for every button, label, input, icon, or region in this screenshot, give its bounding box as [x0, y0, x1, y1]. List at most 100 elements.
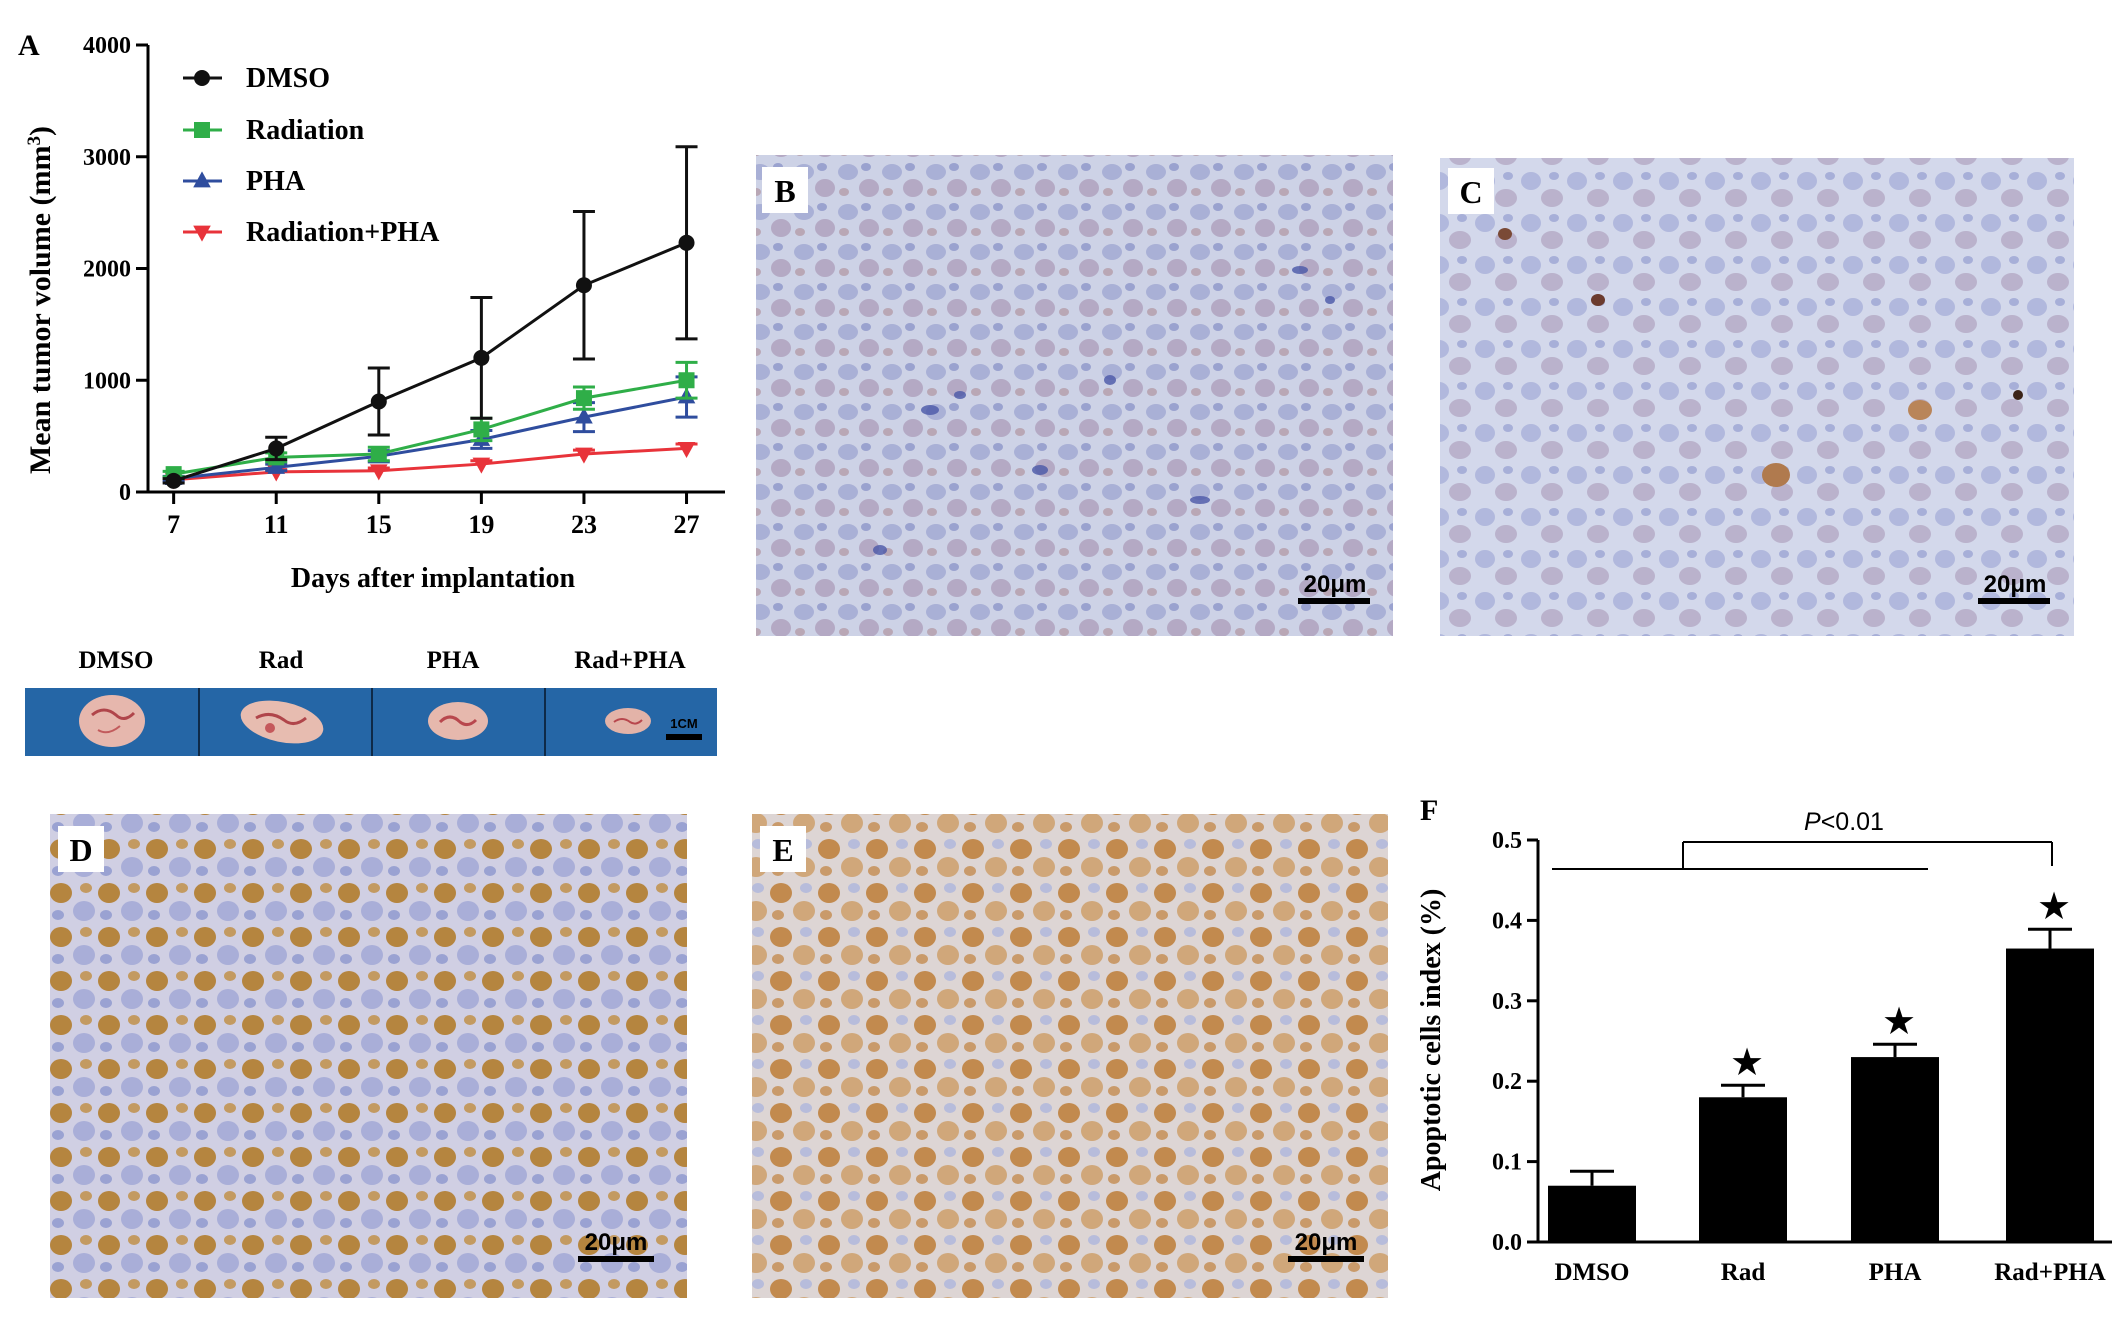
data-point — [370, 446, 387, 463]
tumor-rad-image — [240, 700, 324, 744]
y-tick-label: 2000 — [83, 257, 131, 283]
panel-b-scale-bar — [1298, 598, 1370, 604]
data-point — [575, 277, 592, 294]
micrograph-c-detail — [1498, 228, 2023, 487]
bar — [1548, 1185, 1636, 1242]
y-tick-label: 0 — [119, 480, 131, 506]
significance-star: ★ — [1882, 1001, 1916, 1043]
panel-e: E 20μm — [752, 814, 1388, 1298]
y-tick-label: 0.2 — [1492, 1069, 1522, 1095]
data-point — [678, 372, 695, 389]
micrograph-b-detail — [873, 266, 1335, 555]
legend-label: Radiation — [246, 115, 365, 146]
legend-label: DMSO — [246, 63, 330, 94]
tumor-photo-strip: DMSO Rad PHA Rad+PHA 1CM — [25, 647, 717, 756]
tumor-dmso-image — [79, 695, 145, 747]
legend: DMSO Radiation PHA Radiation+PHA — [183, 63, 440, 248]
data-point — [472, 457, 491, 474]
panel-a: A 0 1000 2000 3000 4000 7 11 15 19 23 27 Days after… — [18, 29, 725, 594]
x-tick-label: 27 — [674, 510, 700, 539]
series-line — [173, 378, 687, 476]
data-point — [473, 421, 490, 438]
panel-c-letter: C — [1459, 174, 1482, 210]
data-point — [677, 442, 696, 459]
data-point — [678, 234, 695, 251]
tumor-label-rad: Rad — [259, 647, 304, 674]
bar — [2006, 948, 2094, 1242]
panel-c: C 20μm — [1440, 158, 2074, 636]
panel-f: F 0.0 0.1 0.2 0.3 0.4 0.5 Apoptotic cells inde… — [1416, 794, 2112, 1286]
legend-label: Radiation+PHA — [246, 217, 440, 248]
x-tick-label: 7 — [167, 510, 180, 539]
micrograph-c — [1440, 158, 2074, 636]
y-tick-label: 0.5 — [1492, 828, 1522, 854]
panel-c-scale-label: 20μm — [1984, 571, 2047, 598]
p-value-label: P<0.01 — [1804, 808, 1884, 836]
x-tick-label: Rad — [1721, 1259, 1766, 1286]
tumor-label-dmso: DMSO — [79, 647, 154, 674]
significance-star: ★ — [2037, 886, 2071, 928]
panel-d-letter: D — [69, 832, 92, 868]
tumor-label-rad-pha: Rad+PHA — [574, 647, 685, 674]
x-axis-label: Days after implantation — [291, 563, 576, 594]
panel-d: D 20μm — [50, 814, 687, 1298]
series-line — [173, 395, 687, 481]
y-axis-label: Apoptotic cells index (%) — [1416, 889, 1447, 1192]
x-tick-label: 11 — [264, 510, 289, 539]
panel-e-letter-box — [760, 826, 806, 872]
x-tick-label: Rad+PHA — [1994, 1259, 2105, 1286]
panel-b: B 20μm — [756, 155, 1393, 636]
micrograph-d — [50, 814, 687, 1298]
y-tick-label: 0.4 — [1492, 908, 1522, 934]
tumor-label-pha: PHA — [427, 647, 480, 674]
apoptosis-bar-chart: 0.0 0.1 0.2 0.3 0.4 0.5 Apoptotic cells index … — [1416, 808, 2112, 1286]
panel-c-scale-bar — [1978, 598, 2050, 604]
y-tick-label: 0.1 — [1492, 1150, 1522, 1176]
y-tick-label: 0.0 — [1492, 1230, 1522, 1256]
tumor-pha-image — [428, 702, 488, 740]
panel-d-scale-label: 20μm — [585, 1229, 648, 1256]
data-point — [370, 393, 387, 410]
photo-scale-bar — [666, 734, 702, 740]
y-tick-label: 0.3 — [1492, 989, 1522, 1015]
panel-b-scale-label: 20μm — [1304, 571, 1367, 598]
micrograph-e — [752, 814, 1388, 1298]
y-axis-label: Mean tumor volume (mm3) — [24, 126, 58, 474]
tumor-rad-pha-image — [605, 708, 651, 734]
legend-label: PHA — [246, 166, 306, 197]
series-radiation — [162, 360, 698, 483]
bar — [1851, 1057, 1939, 1242]
y-tick-label: 3000 — [83, 145, 131, 171]
y-tick-label: 4000 — [83, 33, 131, 59]
panel-e-scale-label: 20μm — [1295, 1229, 1358, 1256]
panel-a-letter: A — [18, 29, 40, 62]
x-tick-label: PHA — [1869, 1259, 1922, 1286]
y-tick-label: 1000 — [83, 368, 131, 394]
panel-c-letter-box — [1448, 168, 1494, 214]
x-tick-label: 15 — [366, 510, 392, 539]
legend-marker — [193, 171, 211, 188]
series-line — [173, 241, 688, 483]
panel-d-scale-bar — [578, 1256, 654, 1262]
legend-marker — [194, 122, 210, 138]
data-point — [165, 472, 182, 489]
tumor-volume-line-chart: 0 1000 2000 3000 4000 7 11 15 19 23 27 Days after i… — [24, 33, 725, 594]
panel-b-letter-box — [762, 167, 808, 213]
series-line — [173, 446, 687, 482]
significance-star: ★ — [1730, 1042, 1764, 1084]
data-point — [473, 349, 490, 366]
bar — [1699, 1097, 1787, 1242]
panel-b-letter: B — [774, 173, 795, 209]
data-point — [267, 457, 286, 474]
micrograph-b — [756, 155, 1393, 636]
x-tick-label: 19 — [468, 510, 494, 539]
photo-scale-label: 1CM — [670, 716, 697, 731]
legend-marker — [193, 225, 211, 242]
data-point — [370, 464, 388, 481]
x-tick-label: DMSO — [1555, 1259, 1630, 1286]
x-tick-label: 23 — [571, 510, 597, 539]
legend-marker — [194, 70, 210, 86]
panel-e-scale-bar — [1288, 1256, 1364, 1262]
data-point — [575, 390, 592, 407]
